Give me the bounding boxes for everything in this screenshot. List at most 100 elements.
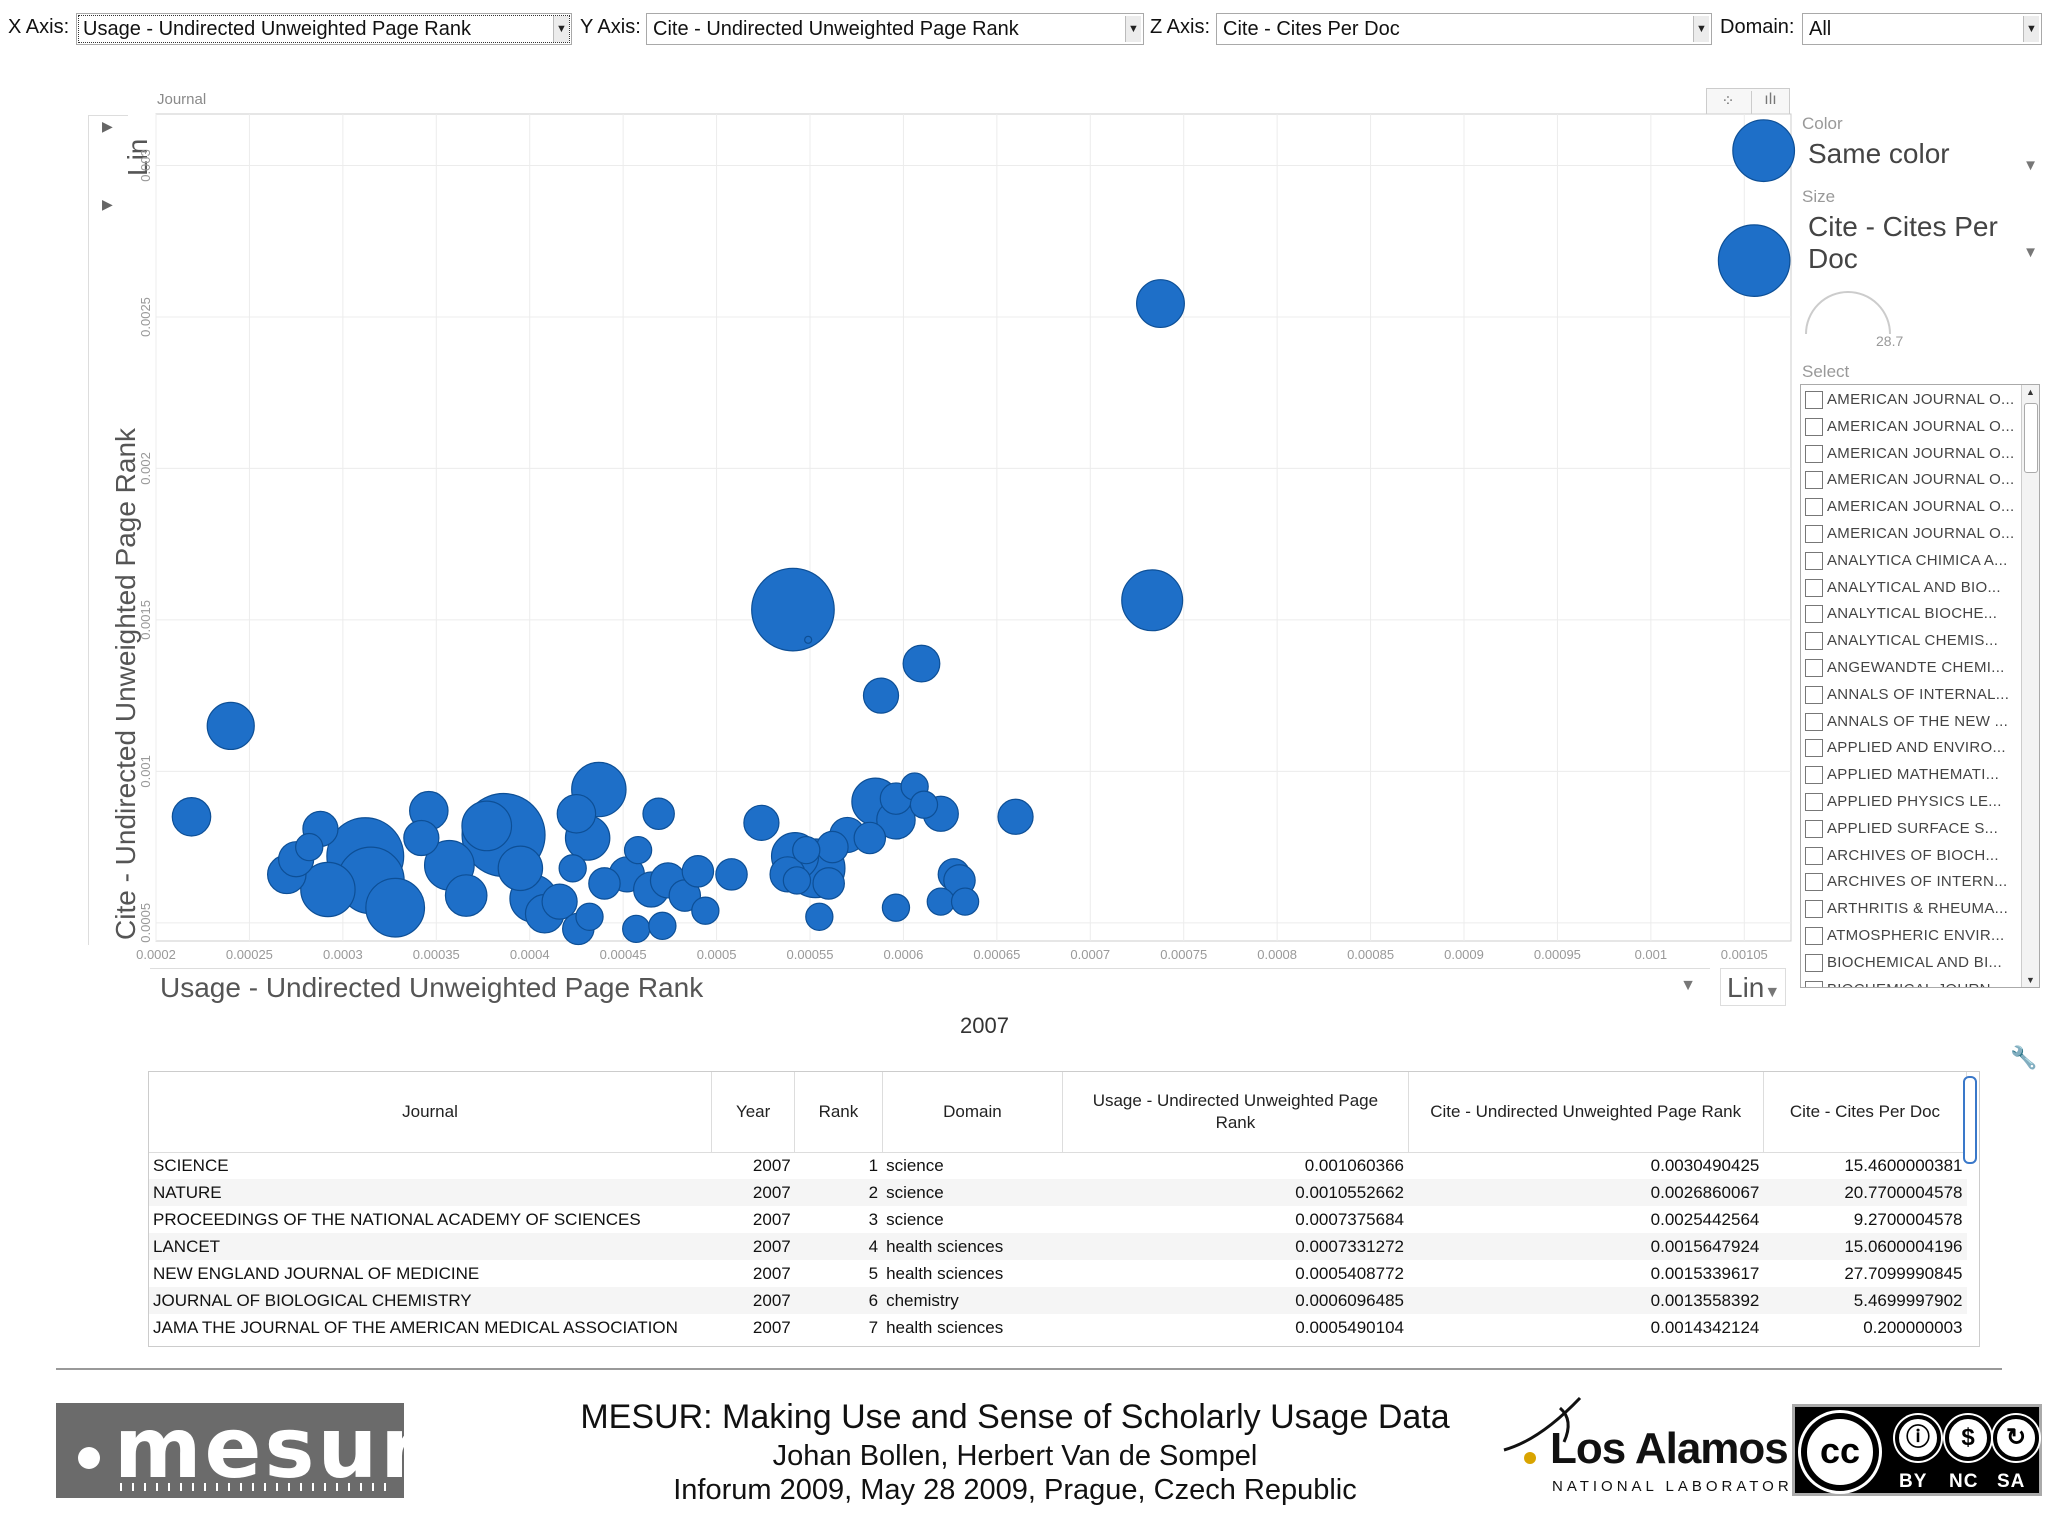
table-row[interactable]: LANCET 2007 4 health sciences 0.0007331272 0.… [149, 1233, 1967, 1260]
chevron-down-icon[interactable]: ▼ [2023, 157, 2038, 174]
list-item[interactable]: ATMOSPHERIC ENVIR... [1803, 922, 2021, 949]
col-header-cites-per-doc[interactable]: Cite - Cites Per Doc [1763, 1072, 1968, 1153]
bubble[interactable] [751, 567, 835, 652]
data-table[interactable]: Journal Year Rank Domain Usage - Undirec… [148, 1071, 1980, 1347]
bubble[interactable] [997, 798, 1034, 835]
checkbox[interactable] [1805, 766, 1823, 785]
bubble[interactable] [403, 819, 440, 857]
bubble[interactable] [909, 790, 939, 819]
checkbox[interactable] [1805, 605, 1823, 624]
bubble[interactable] [300, 861, 356, 918]
bubble[interactable] [642, 797, 675, 831]
scroll-thumb[interactable] [2024, 403, 2038, 473]
bubble[interactable] [588, 867, 621, 900]
checkbox[interactable] [1805, 659, 1823, 677]
bubble[interactable] [805, 902, 834, 931]
checkbox[interactable] [1805, 712, 1823, 731]
bubble[interactable] [648, 911, 677, 941]
bubble[interactable] [792, 835, 821, 865]
bubble[interactable] [558, 854, 587, 883]
table-row[interactable]: JOURNAL OF BIOLOGICAL CHEMISTRY 2007 6 chem… [149, 1287, 1967, 1314]
bubble[interactable] [1717, 224, 1791, 297]
checkbox[interactable] [1805, 739, 1823, 758]
checkbox[interactable] [1805, 578, 1823, 597]
table-row[interactable]: JAMA THE JOURNAL OF THE AMERICAN MEDICAL… [149, 1314, 1967, 1341]
list-item[interactable]: APPLIED PHYSICS LE... [1803, 788, 2021, 815]
bubble-chart[interactable]: 0.0002 0.00025 0.0003 0.00035 0.0004 0.00045 0… [0, 0, 2048, 1010]
bubble[interactable] [950, 887, 980, 916]
checkbox[interactable] [1805, 471, 1823, 490]
col-header-year[interactable]: Year [711, 1072, 796, 1153]
list-item[interactable]: AMERICAN JOURNAL O... [1803, 520, 2021, 547]
list-item[interactable]: ARCHIVES OF BIOCH... [1803, 842, 2021, 869]
list-item[interactable]: AMERICAN JOURNAL O... [1803, 440, 2021, 467]
triangle-right-icon[interactable]: ▶ [102, 118, 113, 134]
scroll-down-icon[interactable]: ▼ [2026, 975, 2035, 985]
list-item[interactable]: AMERICAN JOURNAL O... [1803, 493, 2021, 520]
list-item[interactable]: ANALYTICAL AND BIO... [1803, 574, 2021, 601]
list-item[interactable]: AMERICAN JOURNAL O... [1803, 466, 2021, 493]
bubble[interactable] [171, 796, 212, 837]
bubble[interactable] [1121, 569, 1184, 632]
bubble[interactable] [926, 887, 955, 916]
bubble[interactable] [556, 793, 597, 834]
checkbox[interactable] [1805, 444, 1823, 463]
bubble[interactable] [461, 800, 513, 852]
table-row[interactable]: NATURE 2007 2 science 0.0010552662 0.00268600… [149, 1179, 1967, 1206]
bubble[interactable] [804, 635, 813, 644]
list-item[interactable]: ARCHIVES OF INTERN... [1803, 868, 2021, 895]
bubble[interactable] [782, 866, 812, 895]
list-item[interactable]: ANNALS OF INTERNAL... [1803, 681, 2021, 708]
list-item[interactable]: APPLIED AND ENVIRO... [1803, 734, 2021, 761]
bubble[interactable] [444, 874, 488, 917]
x-axis-title-bar[interactable]: Usage - Undirected Unweighted Page Rank … [150, 968, 1710, 1006]
list-scrollbar[interactable]: ▲ ▼ [2021, 385, 2039, 987]
list-item[interactable]: BIOCHEMICAL AND BI... [1803, 949, 2021, 976]
chevron-down-icon[interactable]: ▼ [553, 16, 569, 42]
bubble[interactable] [575, 902, 604, 931]
list-item[interactable]: ANNALS OF THE NEW ... [1803, 708, 2021, 735]
col-header-cite[interactable]: Cite - Undirected Unweighted Page Rank [1408, 1072, 1764, 1153]
bubble[interactable] [853, 821, 887, 855]
wrench-icon[interactable]: 🔧 [2010, 1045, 2038, 1070]
checkbox[interactable] [1805, 525, 1823, 543]
bubble[interactable] [541, 883, 578, 920]
list-item[interactable]: APPLIED MATHEMATI... [1803, 761, 2021, 788]
z-axis-select[interactable]: Cite - Cites Per Doc ▼ [1216, 13, 1712, 45]
checkbox[interactable] [1805, 551, 1823, 570]
color-select[interactable]: Same color ▼ [1800, 138, 2040, 178]
bubble[interactable] [206, 701, 255, 751]
x-scale-toggle[interactable]: Lin▼ [1720, 968, 1786, 1006]
bubble[interactable] [365, 877, 426, 938]
checkbox[interactable] [1805, 685, 1823, 704]
checkbox[interactable] [1805, 846, 1823, 865]
bubble[interactable] [295, 832, 324, 862]
list-item[interactable]: BIOCHEMICAL JOURN... [1803, 976, 2021, 987]
col-header-rank[interactable]: Rank [794, 1072, 883, 1153]
x-axis-select[interactable]: Usage - Undirected Unweighted Page Rank … [76, 13, 572, 45]
list-item[interactable]: ANGEWANDTE CHEMI... [1803, 654, 2021, 681]
bubble[interactable] [743, 804, 780, 841]
bubble[interactable] [623, 835, 653, 865]
checkbox[interactable] [1805, 927, 1823, 945]
checkbox[interactable] [1805, 953, 1823, 972]
chevron-down-icon[interactable]: ▼ [1693, 16, 1709, 42]
bubble[interactable] [681, 855, 715, 888]
col-header-usage[interactable]: Usage - Undirected Unweighted Page Rank [1062, 1072, 1409, 1153]
list-item[interactable]: ARTHRITIS & RHEUMA... [1803, 895, 2021, 922]
bubble[interactable] [1732, 119, 1796, 183]
checkbox[interactable] [1805, 417, 1823, 436]
bubble[interactable] [862, 677, 900, 714]
chevron-down-icon[interactable]: ▼ [2023, 16, 2039, 42]
list-item[interactable]: ANALYTICAL BIOCHE... [1803, 600, 2021, 627]
domain-select[interactable]: All ▼ [1802, 13, 2042, 45]
col-header-domain[interactable]: Domain [882, 1072, 1064, 1153]
bubble[interactable] [1136, 279, 1185, 329]
table-row[interactable]: PROCEEDINGS OF THE NATIONAL ACADEMY OF S… [149, 1206, 1967, 1233]
triangle-right-icon[interactable]: ▶ [102, 196, 113, 212]
list-item[interactable]: ANALYTICAL CHEMIS... [1803, 627, 2021, 654]
chevron-down-icon[interactable]: ▼ [1125, 16, 1141, 42]
table-row[interactable]: SCIENCE 2007 1 science 0.001060366 0.00304904… [149, 1152, 1967, 1179]
checkbox[interactable] [1805, 873, 1823, 892]
bubble[interactable] [622, 914, 651, 944]
